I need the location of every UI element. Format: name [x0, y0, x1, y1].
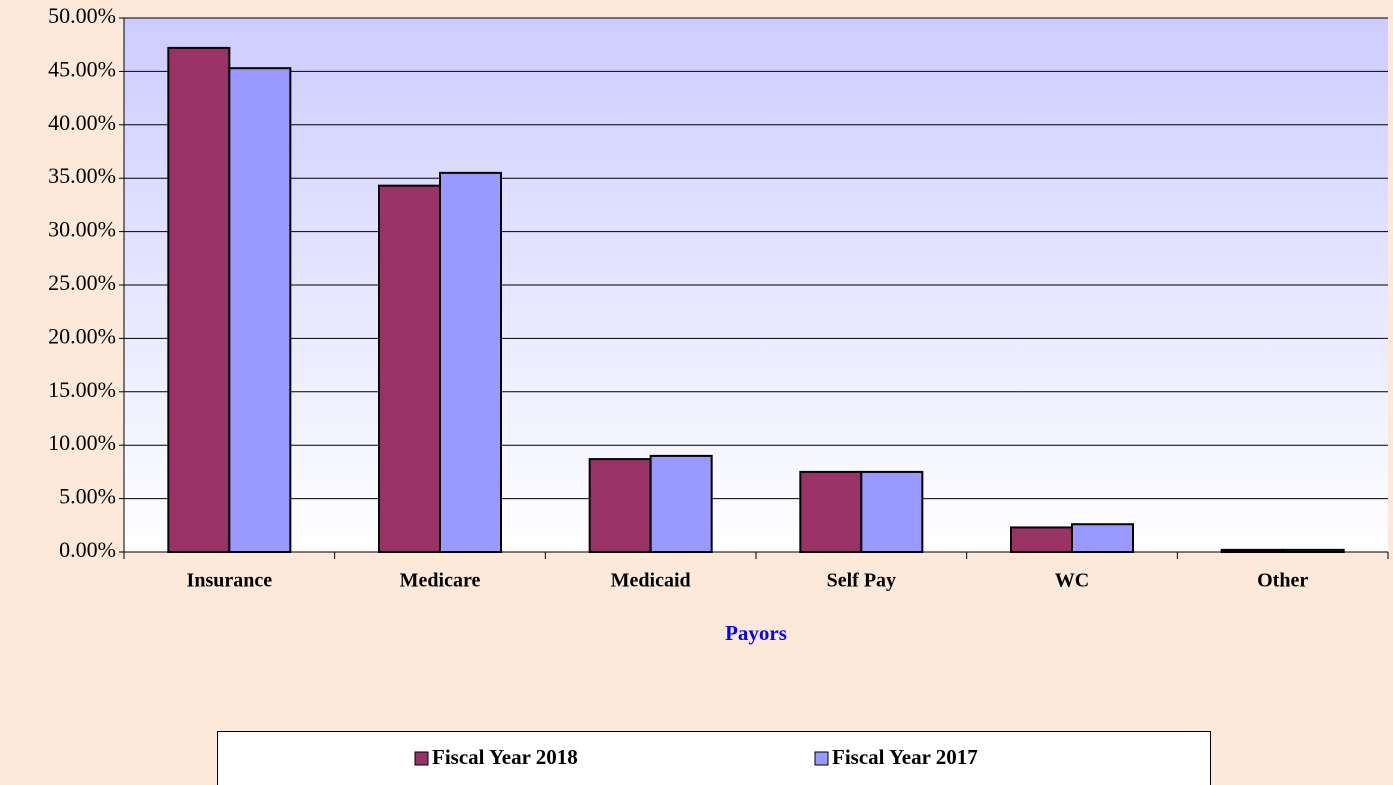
x-tick-label: Medicaid — [611, 570, 691, 592]
y-tick-label: 0.00% — [59, 537, 116, 562]
legend-marker — [414, 751, 429, 766]
legend-label: Fiscal Year 2017 — [832, 745, 978, 769]
bar — [378, 184, 441, 553]
bar — [1071, 523, 1134, 553]
y-tick-label: 30.00% — [48, 217, 116, 242]
bar — [588, 458, 652, 554]
y-tick-label: 25.00% — [48, 270, 116, 295]
bar — [228, 67, 292, 553]
bar — [1010, 526, 1073, 553]
x-tick-label: Other — [1257, 570, 1308, 592]
bar — [167, 46, 231, 554]
y-tick-label: 5.00% — [59, 484, 116, 509]
y-tick-label: 40.00% — [48, 110, 116, 135]
y-tick-label: 45.00% — [48, 56, 116, 81]
legend-marker — [814, 751, 829, 766]
y-tick-label: 15.00% — [48, 377, 116, 402]
y-tick-label: 50.00% — [48, 3, 116, 28]
legend-box — [217, 731, 1211, 785]
y-tick-label: 10.00% — [48, 430, 116, 455]
x-tick-label: Insurance — [187, 570, 273, 592]
x-axis-label: Payors — [725, 621, 787, 645]
legend-label: Fiscal Year 2018 — [432, 745, 578, 769]
x-tick-label: Self Pay — [827, 570, 896, 592]
bar — [439, 171, 502, 554]
x-tick-label: Medicare — [400, 570, 481, 592]
bar — [799, 470, 863, 553]
y-tick-label: 35.00% — [48, 163, 116, 188]
y-tick-label: 20.00% — [48, 323, 116, 348]
bar — [649, 454, 713, 554]
bar — [860, 470, 924, 553]
x-tick-label: WC — [1055, 570, 1089, 592]
